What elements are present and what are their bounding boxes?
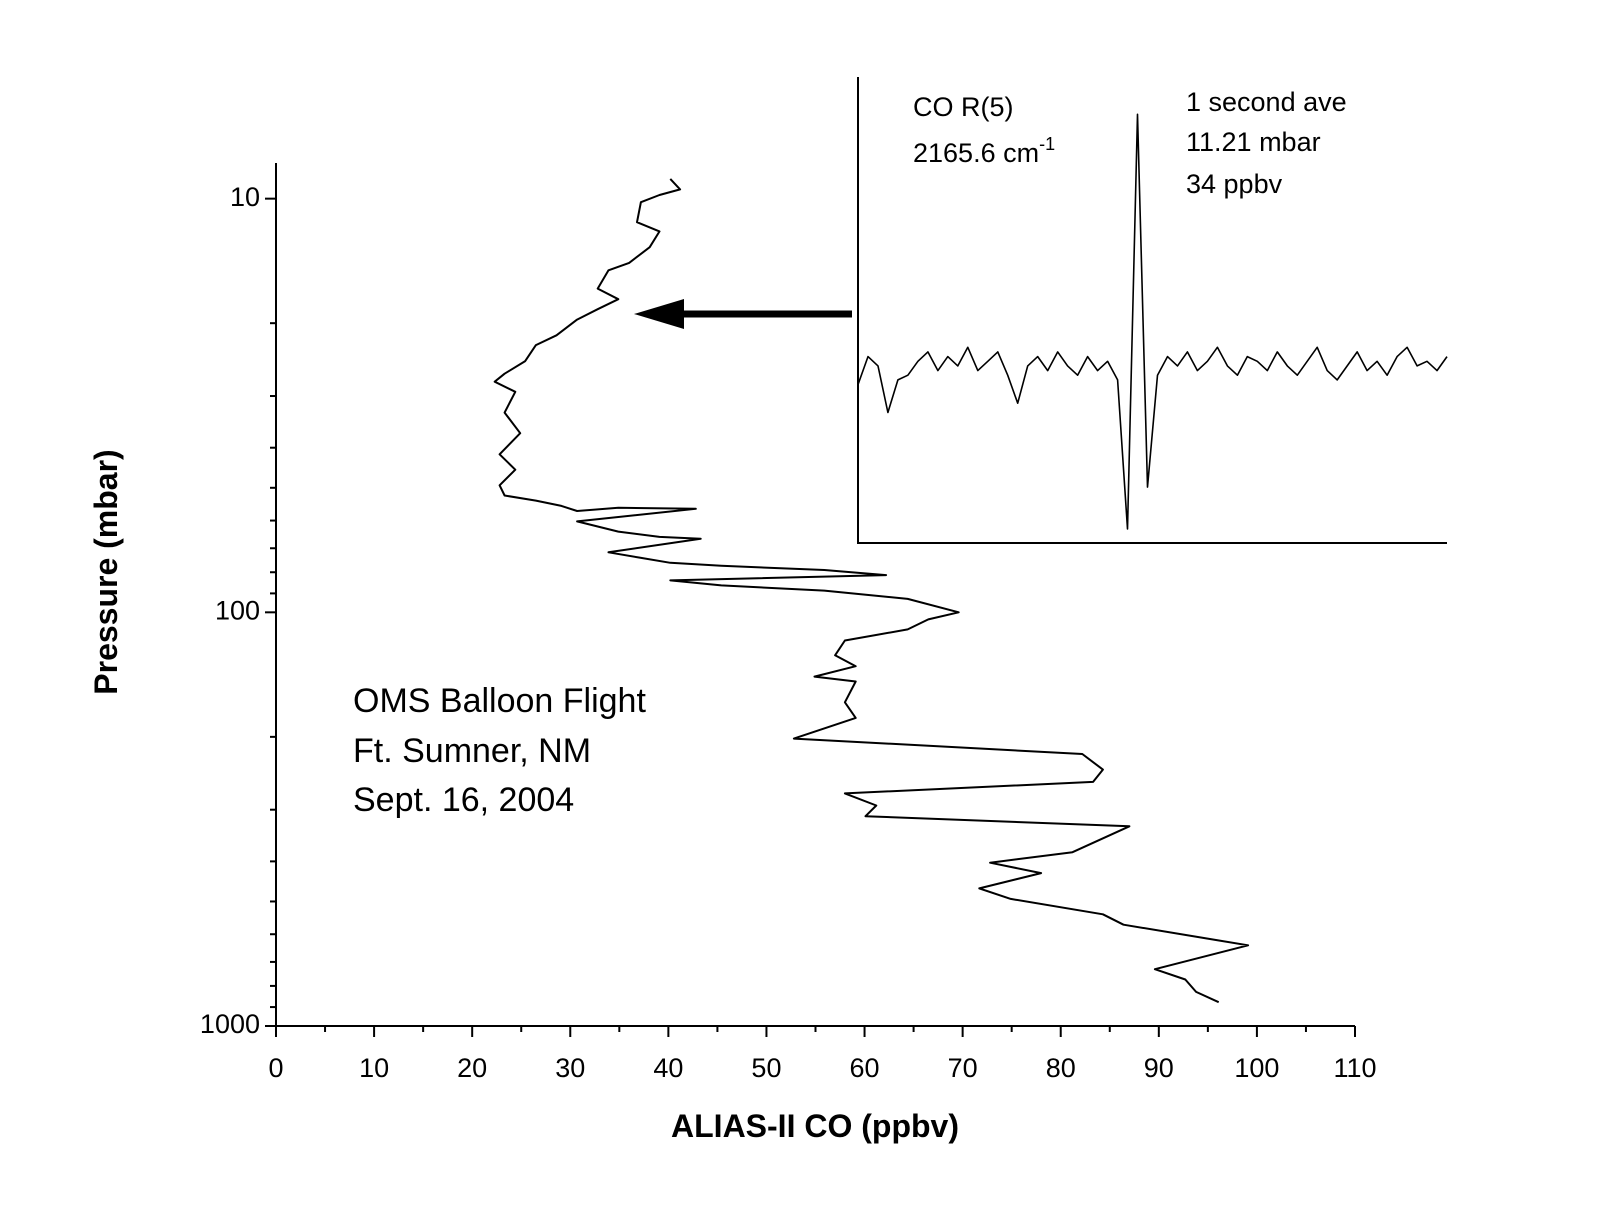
x-tick-label: 50	[751, 1053, 781, 1083]
inset-annotation: 11.21 mbar	[1186, 127, 1321, 157]
x-tick-label: 90	[1144, 1053, 1174, 1083]
inset-annotation: 2165.6 cm	[913, 138, 1039, 168]
annotation: Sept. 16, 2004	[353, 781, 574, 819]
annotation: OMS Balloon Flight	[353, 682, 646, 720]
y-tick-label: 1000	[200, 1009, 260, 1039]
arrow-head	[634, 299, 684, 329]
x-axis-label: ALIAS-II CO (ppbv)	[671, 1108, 959, 1144]
y-tick-label: 100	[215, 595, 260, 625]
x-tick-label: 0	[268, 1053, 283, 1083]
x-tick-label: 70	[948, 1053, 978, 1083]
annotation: Ft. Sumner, NM	[353, 732, 591, 770]
inset-annotation: 1 second ave	[1186, 87, 1347, 117]
data-line	[493, 178, 1250, 1004]
x-tick-label: 10	[359, 1053, 389, 1083]
x-tick-label: 40	[653, 1053, 683, 1083]
inset-annotation: 2165.6 cm-1	[913, 134, 1055, 168]
x-tick-label: 80	[1046, 1053, 1076, 1083]
inset-annotation: CO R(5)	[913, 92, 1014, 122]
inset-line	[857, 113, 1448, 530]
x-tick-label: 100	[1234, 1053, 1279, 1083]
superscript: -1	[1039, 134, 1055, 154]
inset-annotation: 34 ppbv	[1186, 169, 1283, 199]
x-tick-label: 20	[457, 1053, 487, 1083]
y-axis-label: Pressure (mbar)	[88, 449, 124, 694]
x-tick-label: 110	[1333, 1053, 1376, 1083]
x-tick-label: 30	[555, 1053, 585, 1083]
y-tick-label: 10	[230, 182, 260, 212]
x-tick-label: 60	[850, 1053, 880, 1083]
